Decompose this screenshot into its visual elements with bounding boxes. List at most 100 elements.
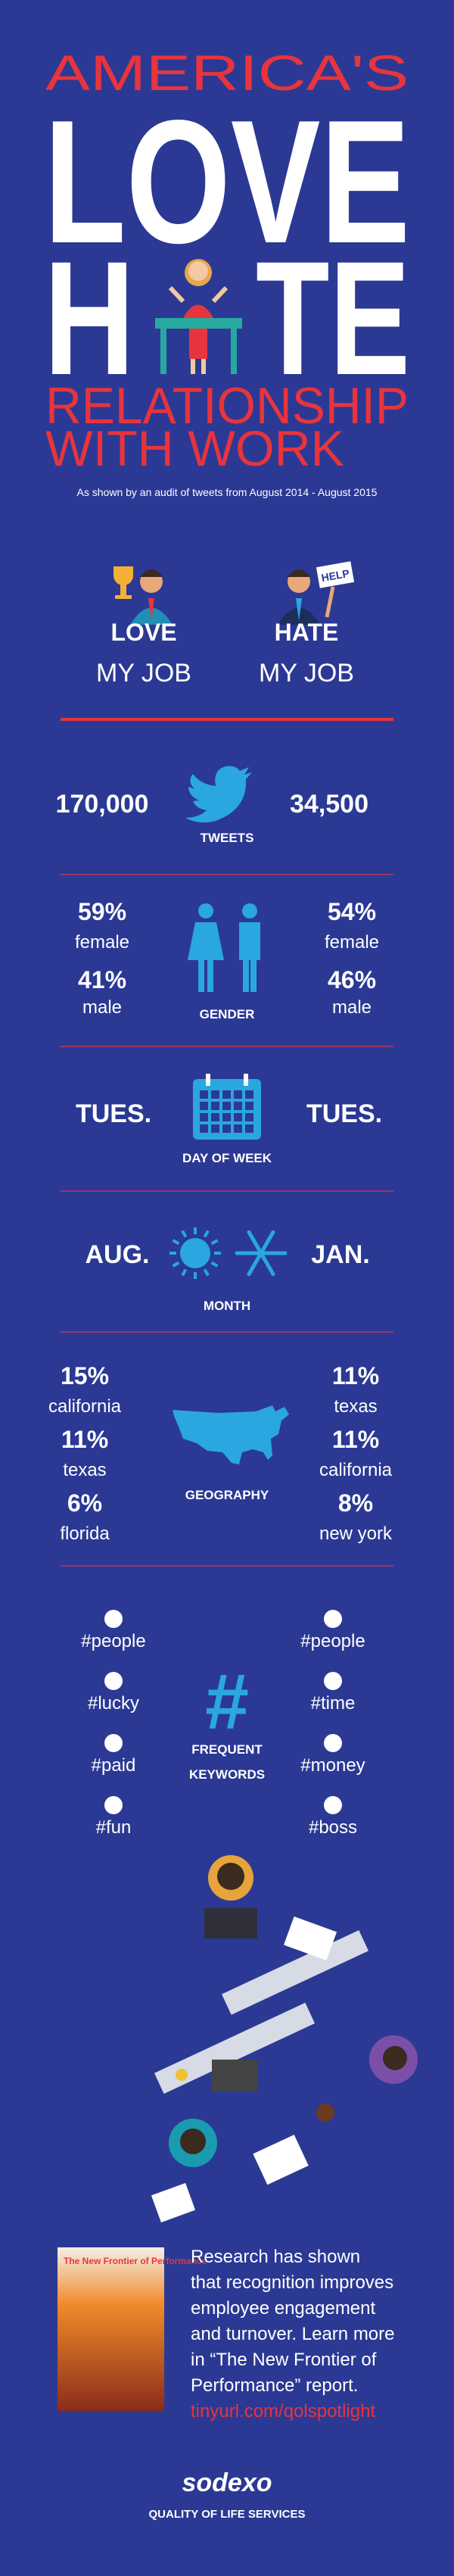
snowflake-icon xyxy=(235,1230,288,1277)
keyword: #boss xyxy=(309,1817,357,1838)
section-label: FREQUENT xyxy=(191,1742,263,1757)
stat-value: 8% xyxy=(338,1489,373,1517)
calendar-cell xyxy=(222,1113,231,1121)
divider xyxy=(61,718,393,721)
report-link[interactable]: tinyurl.com/qolspotlight xyxy=(191,2401,375,2422)
calendar-cell xyxy=(234,1124,242,1133)
section-label: GEOGRAPHY xyxy=(185,1488,269,1502)
section-label: TWEETS xyxy=(201,831,254,845)
stat-value: 6% xyxy=(67,1489,102,1517)
report-text: and turnover. Learn more xyxy=(191,2324,395,2344)
calendar-cell xyxy=(200,1102,208,1110)
usa-map xyxy=(173,1405,289,1464)
title-love: LOVE xyxy=(44,84,410,280)
sun-ray xyxy=(210,1239,219,1246)
snow-arm xyxy=(247,1230,275,1277)
stat-label: male xyxy=(82,997,122,1018)
calendar-cell xyxy=(222,1090,231,1099)
keyword: #fun xyxy=(96,1817,132,1838)
stat-label: texas xyxy=(63,1460,106,1480)
cover-title: The New Frontier of Performance xyxy=(64,2256,207,2266)
twitter-icon xyxy=(185,766,252,823)
sun-ray xyxy=(203,1268,210,1277)
report-text: Performance” report. xyxy=(191,2375,358,2396)
stat-value: 11% xyxy=(61,1426,108,1453)
keyword: #paid xyxy=(92,1755,136,1776)
hate-subtitle: MY JOB xyxy=(259,659,354,688)
meeting-illustration xyxy=(151,1855,418,2223)
tagline: QUALITY OF LIFE SERVICES xyxy=(149,2508,306,2521)
stat-label: florida xyxy=(60,1523,110,1544)
stat-label: male xyxy=(332,997,372,1018)
love-month: AUG. xyxy=(86,1240,150,1269)
calendar-cell xyxy=(234,1113,242,1121)
keyword: #lucky xyxy=(88,1693,139,1714)
stat-value: 11% xyxy=(332,1362,379,1389)
stat-value: 59% xyxy=(78,898,126,925)
section-label: MONTH xyxy=(204,1299,250,1313)
sun-ray xyxy=(172,1239,180,1246)
calendar-cell xyxy=(245,1113,253,1121)
keyword-icon xyxy=(104,1796,123,1814)
keyword: #money xyxy=(300,1755,365,1776)
sun-ray xyxy=(210,1261,219,1268)
stat-value: 15% xyxy=(61,1362,109,1389)
calendar-cell xyxy=(200,1090,208,1099)
report-text: Research has shown xyxy=(191,2247,360,2267)
keyword-icon xyxy=(324,1672,342,1690)
calendar-cell xyxy=(245,1090,253,1099)
stat-value: 46% xyxy=(328,966,376,993)
gender-icon xyxy=(188,903,260,992)
love-day: TUES. xyxy=(76,1099,151,1128)
hate-day: TUES. xyxy=(306,1099,382,1128)
love-subtitle: MY JOB xyxy=(96,659,191,688)
calendar-cell xyxy=(211,1090,219,1099)
stat-value: 41% xyxy=(78,966,126,993)
section-label: DAY OF WEEK xyxy=(182,1151,272,1165)
calendar-icon xyxy=(193,1074,261,1140)
calendar-cell xyxy=(222,1124,231,1133)
calendar-cell xyxy=(234,1102,242,1110)
hate-title: HATE xyxy=(275,619,339,646)
keyword-icon xyxy=(104,1672,123,1690)
title-line: WITH WORK xyxy=(45,420,344,476)
stat-value: 11% xyxy=(332,1426,379,1453)
title-h: H xyxy=(44,228,135,409)
hate-tweets: 34,500 xyxy=(290,790,368,819)
love-tweets: 170,000 xyxy=(56,790,149,819)
calendar-cell xyxy=(245,1102,253,1110)
keyword-icon xyxy=(324,1734,342,1752)
calendar-cell xyxy=(211,1113,219,1121)
keyword: #people xyxy=(300,1631,365,1651)
logo: sodexo xyxy=(182,2468,272,2497)
calendar-cell xyxy=(222,1102,231,1110)
keyword-icon xyxy=(324,1610,342,1628)
calendar-cell xyxy=(200,1124,208,1133)
calendar-cell xyxy=(200,1113,208,1121)
help-sign: HELP xyxy=(320,567,350,584)
title-line: RELATIONSHIP xyxy=(45,377,409,435)
stat-label: texas xyxy=(334,1396,377,1417)
sun-ray xyxy=(181,1268,188,1277)
sun-icon xyxy=(169,1227,221,1279)
title-line: AMERICA'S xyxy=(45,45,409,101)
stat-label: female xyxy=(75,932,129,953)
hash-icon: # xyxy=(205,1658,249,1746)
love-icon xyxy=(114,566,173,625)
calendar-cell xyxy=(211,1124,219,1133)
stat-label: female xyxy=(325,932,379,953)
hate-icon: HELP xyxy=(278,561,355,625)
subtitle: As shown by an audit of tweets from Augu… xyxy=(77,486,378,498)
keyword-icon xyxy=(104,1734,123,1752)
hate-month: JAN. xyxy=(311,1240,369,1269)
stat-label: california xyxy=(48,1396,122,1417)
report-text: in “The New Frontier of xyxy=(191,2350,377,2370)
report-cover: The New Frontier of Performance xyxy=(58,2247,207,2411)
sun-ray xyxy=(172,1261,180,1268)
keyword: #people xyxy=(81,1631,145,1651)
calendar-cell xyxy=(211,1102,219,1110)
keyword: #time xyxy=(311,1693,356,1714)
sun-ray xyxy=(203,1230,210,1238)
